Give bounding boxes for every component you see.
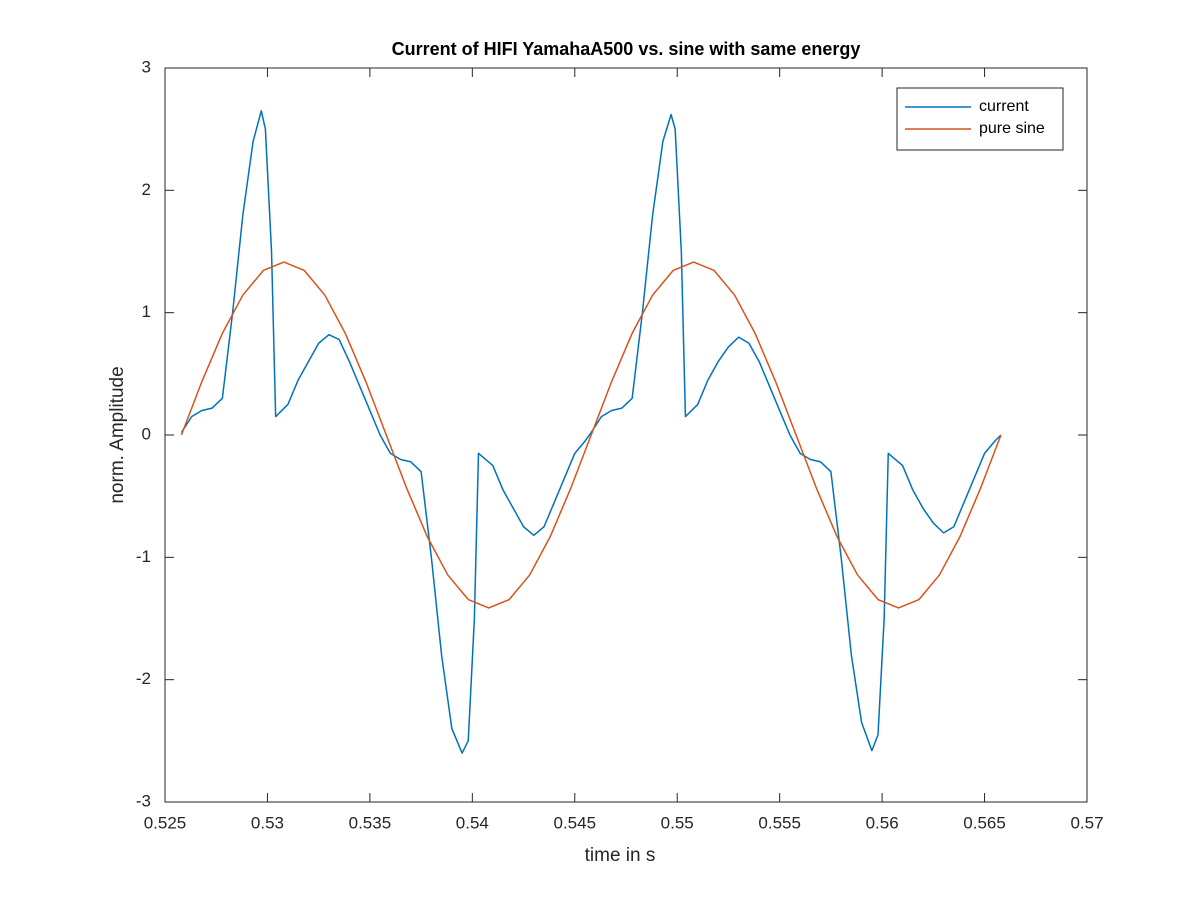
x-tick-label: 0.545	[554, 813, 597, 832]
axes-box	[164, 67, 1088, 803]
legend-label: pure sine	[979, 120, 1045, 137]
x-tick-label: 0.525	[144, 813, 187, 832]
x-tick-label: 0.56	[866, 813, 899, 832]
chart-title: Current of HIFI YamahaA500 vs. sine with…	[392, 39, 861, 59]
legend-label: current	[979, 98, 1029, 115]
series-line	[180, 110, 1002, 754]
x-tick-label: 0.53	[251, 813, 284, 832]
x-tick-label: 0.565	[963, 813, 1006, 832]
x-tick-label: 0.535	[349, 813, 392, 832]
y-tick-label: -1	[136, 547, 151, 566]
y-tick-label: 3	[142, 57, 151, 76]
y-axis-label: norm. Amplitude	[107, 366, 128, 503]
x-axis-label: time in s	[585, 845, 656, 866]
y-tick-label: -2	[136, 669, 151, 688]
x-tick-label: 0.54	[456, 813, 489, 832]
y-tick-label: -3	[136, 791, 151, 810]
y-tick-label: 0	[142, 424, 151, 443]
y-tick-label: 2	[142, 180, 151, 199]
x-tick-label: 0.57	[1070, 813, 1103, 832]
y-tick-label: 1	[142, 302, 151, 321]
series-line	[180, 261, 1002, 609]
x-tick-label: 0.555	[758, 813, 801, 832]
legend-box	[896, 87, 1064, 151]
x-tick-label: 0.55	[661, 813, 694, 832]
